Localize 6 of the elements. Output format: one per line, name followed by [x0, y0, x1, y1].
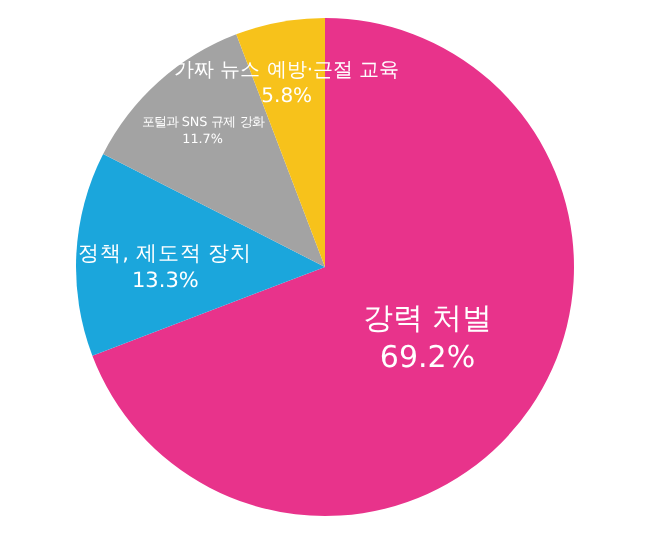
slice-label: 강력 처벌 [362, 300, 493, 337]
data-label: 69.2% [379, 339, 476, 376]
slice-label: 정책, 제도적 장치 [78, 242, 253, 267]
pie-slice [76, 153, 325, 356]
data-label: 5.8% [261, 86, 313, 108]
data-label: 13.3% [131, 269, 199, 294]
